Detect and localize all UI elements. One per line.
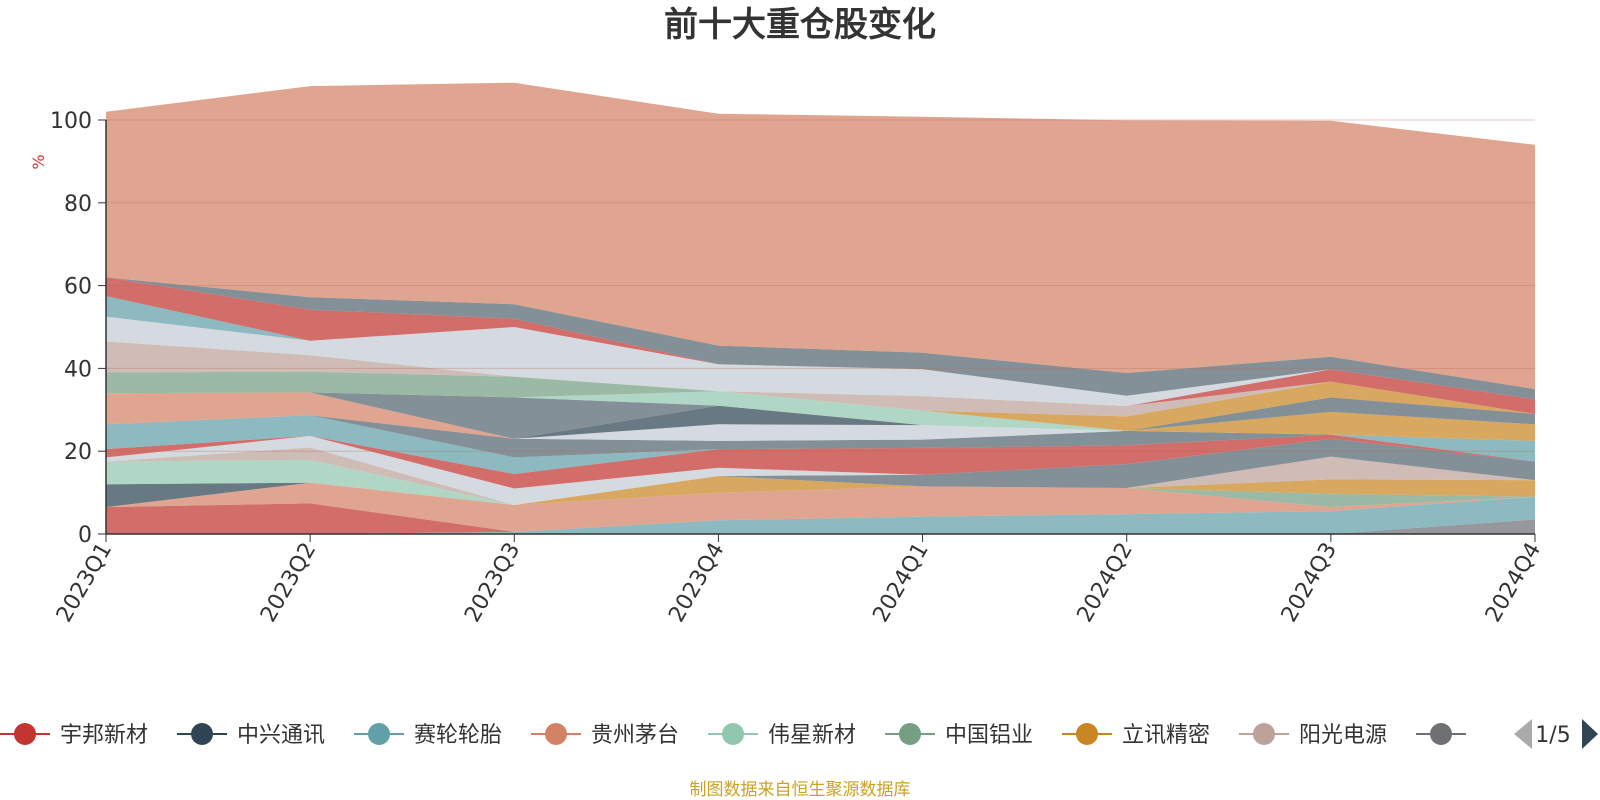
area-series-14 (106, 415, 1535, 458)
area-series-22 (106, 371, 1535, 431)
legend-page-indicator: 1/5 (1535, 723, 1570, 748)
legend-marker-icon (899, 723, 921, 745)
area-series-4 (106, 482, 1535, 532)
area-layer (106, 82, 1535, 534)
legend-label: 中兴通讯 (237, 723, 325, 748)
area-series-29 (106, 82, 1535, 390)
area-series-18 (106, 392, 1535, 439)
area-series-9 (106, 447, 1535, 505)
legend-item[interactable] (1416, 723, 1466, 745)
legend-label: 阳光电源 (1299, 723, 1387, 748)
area-series-20 (106, 391, 1535, 431)
x-tick-label: 2023Q4 (664, 539, 729, 627)
area-series-6 (106, 476, 1535, 508)
legend-marker-icon (1430, 723, 1452, 745)
legend-marker-icon (722, 723, 744, 745)
area-series-19 (106, 392, 1535, 439)
legend-marker-icon (1253, 723, 1275, 745)
legend-marker-icon (368, 723, 390, 745)
y-tick-label: 20 (64, 440, 92, 465)
area-series-13 (106, 415, 1535, 474)
legend-item[interactable]: 宇邦新材 (0, 723, 148, 748)
area-series-28 (106, 277, 1535, 400)
y-tick-label: 40 (64, 357, 92, 382)
legend: 宇邦新材 中兴通讯 赛轮轮胎 贵州茅台 伟星新材 中国铝业 立讯精密 阳光电源 1/5 (0, 719, 1598, 749)
x-tick-label: 2024Q3 (1277, 539, 1342, 627)
legend-label: 赛轮轮胎 (414, 723, 502, 748)
area-series-25 (106, 316, 1535, 407)
legend-label: 贵州茅台 (591, 723, 679, 748)
chart-title: 前十大重仓股变化 (664, 5, 936, 45)
legend-marker-icon (191, 723, 213, 745)
legend-label: 伟星新材 (768, 723, 856, 748)
legend-item[interactable]: 阳光电源 (1239, 723, 1387, 748)
y-tick-label: 60 (64, 275, 92, 300)
area-series-1 (106, 519, 1535, 534)
legend-item[interactable]: 中国铝业 (885, 723, 1033, 748)
area-series-11 (106, 435, 1535, 505)
x-tick-label: 2023Q3 (460, 539, 525, 627)
legend-item[interactable]: 中兴通讯 (177, 723, 325, 748)
area-series-17 (106, 392, 1535, 439)
x-tick-label: 2023Q1 (52, 539, 117, 627)
legend-label: 宇邦新材 (60, 723, 148, 748)
legend-label: 中国铝业 (945, 723, 1033, 748)
legend-marker-icon (14, 723, 36, 745)
area-series-15 (106, 415, 1535, 441)
triangle-right-icon[interactable] (1582, 719, 1598, 749)
area-series-8 (106, 459, 1535, 505)
legend-label: 立讯精密 (1122, 723, 1210, 748)
area-series-3 (106, 496, 1535, 534)
x-tick-label: 2024Q2 (1073, 539, 1138, 627)
data-source-note: 制图数据来自恒生聚源数据库 (690, 780, 911, 800)
legend-marker-icon (545, 723, 567, 745)
triangle-left-icon[interactable] (1514, 719, 1532, 749)
legend-item[interactable]: 贵州茅台 (531, 723, 679, 748)
grid-lines (106, 119, 1535, 452)
legend-marker-icon (1076, 723, 1098, 745)
y-axis-unit: % (29, 154, 48, 169)
area-series-21 (106, 371, 1535, 431)
legend-item[interactable]: 赛轮轮胎 (354, 723, 502, 748)
area-series-5 (106, 482, 1535, 508)
legend-item[interactable]: 立讯精密 (1062, 723, 1210, 748)
x-tick-label: 2024Q4 (1481, 539, 1546, 627)
x-tick-label: 2024Q1 (868, 539, 933, 627)
y-tick-label: 100 (50, 109, 92, 134)
y-tick-label: 0 (78, 523, 92, 548)
legend-item[interactable]: 伟星新材 (708, 723, 856, 748)
area-series-16 (106, 411, 1535, 441)
area-series-2 (106, 496, 1535, 534)
x-tick-label: 2023Q2 (256, 539, 321, 627)
area-series-12 (106, 434, 1535, 489)
y-tick-label: 80 (64, 192, 92, 217)
